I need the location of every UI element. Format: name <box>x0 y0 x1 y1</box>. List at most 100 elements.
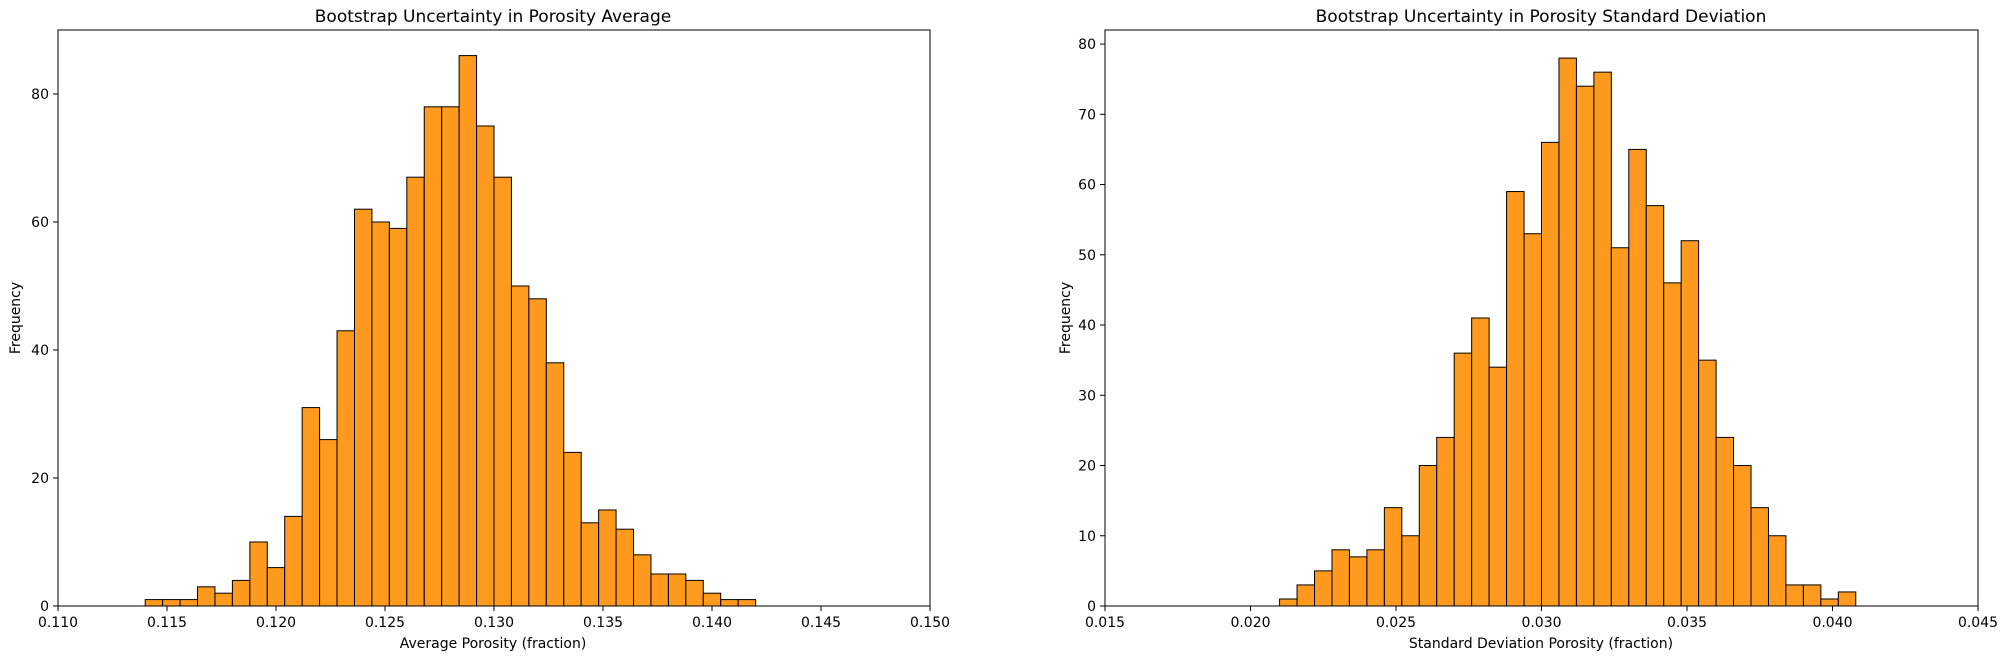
histogram-bar <box>545 362 565 607</box>
chart-std-dev-porosity: Bootstrap Uncertainty in Porosity Standa… <box>1058 7 1998 652</box>
histogram-bar <box>1663 282 1682 607</box>
x-axis-label: Standard Deviation Porosity (fraction) <box>1409 636 1673 652</box>
y-tick-label: 50 <box>1078 248 1096 264</box>
x-tick-label: 0.145 <box>801 615 841 631</box>
histogram-bar <box>1593 71 1612 607</box>
histogram-bar <box>197 586 216 607</box>
x-tick-label: 0.115 <box>147 615 187 631</box>
histogram-bar <box>1418 465 1438 607</box>
y-tick-label: 80 <box>31 87 49 103</box>
histogram-bar <box>702 592 722 607</box>
histogram-bar <box>1436 436 1455 607</box>
chart-average-porosity: Bootstrap Uncertainty in Porosity Averag… <box>8 7 950 652</box>
histogram-bar <box>162 599 181 607</box>
x-tick-label: 0.140 <box>692 615 732 631</box>
histogram-bar <box>1471 317 1490 607</box>
histogram-bar <box>563 451 582 607</box>
x-axis-ticks: 0.110 0.115 0.120 0.125 0.130 0.135 0.140 0.145… <box>38 606 950 631</box>
histogram-bar <box>580 522 600 607</box>
y-tick-label: 20 <box>31 471 49 487</box>
histogram-bar <box>1506 191 1525 607</box>
histogram-bar <box>423 106 443 607</box>
histogram-bars <box>1279 57 1857 607</box>
histogram-bar <box>598 509 617 607</box>
histogram-bar <box>371 221 390 607</box>
histogram-bar <box>1279 598 1298 607</box>
histogram-bar <box>1785 584 1804 607</box>
histogram-bar <box>1331 549 1350 607</box>
y-tick-label: 30 <box>1078 388 1096 404</box>
histogram-bar <box>301 407 321 607</box>
x-tick-label: 0.035 <box>1667 615 1707 631</box>
y-tick-label: 80 <box>1078 37 1096 53</box>
y-tick-label: 0 <box>40 599 49 615</box>
x-tick-label: 0.135 <box>583 615 623 631</box>
histogram-bar <box>249 541 268 607</box>
y-axis-label: Frequency <box>1058 282 1074 354</box>
histogram-bar <box>1401 535 1420 607</box>
histogram-bar <box>1383 507 1403 607</box>
histogram-bar <box>633 554 652 607</box>
x-tick-label: 0.040 <box>1812 615 1852 631</box>
histogram-bar <box>667 573 687 607</box>
y-tick-label: 10 <box>1078 529 1096 545</box>
histogram-bar <box>1680 240 1700 607</box>
histogram-bar <box>510 285 530 607</box>
y-axis-ticks: 0 20 40 60 80 <box>31 87 58 615</box>
histogram-bar <box>615 528 635 607</box>
histogram-bar <box>1453 352 1473 607</box>
histogram-bar <box>528 298 547 607</box>
histogram-bar <box>388 227 408 607</box>
histogram-bar <box>231 579 251 607</box>
x-tick-label: 0.020 <box>1230 615 1270 631</box>
chart-title: Bootstrap Uncertainty in Porosity Averag… <box>315 7 671 27</box>
histogram-bar <box>1348 556 1368 607</box>
y-axis-ticks: 0 10 20 30 40 50 60 70 80 <box>1078 37 1105 615</box>
x-axis-ticks: 0.015 0.020 0.025 0.030 0.035 0.040 0.045 <box>1085 606 1998 631</box>
histogram-bar <box>1558 57 1577 607</box>
histogram-bar <box>1750 507 1769 607</box>
histogram-bar <box>737 599 757 607</box>
histogram-bar <box>1366 549 1385 607</box>
histogram-bar <box>266 567 286 607</box>
histogram-bar <box>1314 570 1333 607</box>
histogram-bar <box>1802 584 1822 607</box>
histogram-bar <box>493 176 512 607</box>
histogram-bar <box>1628 148 1647 607</box>
histogram-bar <box>1767 535 1787 607</box>
histogram-bar <box>1715 436 1735 607</box>
histogram-bar <box>1575 85 1595 607</box>
histogram-bar <box>406 176 425 607</box>
histogram-bar <box>1488 366 1508 607</box>
histogram-bar <box>1733 465 1752 607</box>
x-tick-label: 0.120 <box>256 615 296 631</box>
histogram-bar <box>476 125 495 607</box>
y-tick-label: 60 <box>31 215 49 231</box>
y-tick-label: 40 <box>31 343 49 359</box>
histogram-bar <box>1541 141 1560 607</box>
chart-title: Bootstrap Uncertainty in Porosity Standa… <box>1316 7 1767 27</box>
histogram-bar <box>1610 247 1630 607</box>
histogram-bar <box>650 573 669 607</box>
histogram-bar <box>458 55 478 607</box>
y-axis-label: Frequency <box>8 282 24 354</box>
x-tick-label: 0.045 <box>1958 615 1998 631</box>
histogram-bar <box>336 330 355 607</box>
histogram-bar <box>214 592 233 607</box>
y-tick-label: 70 <box>1078 107 1096 123</box>
histogram-bar <box>720 599 739 607</box>
histogram-bar <box>685 579 704 607</box>
histogram-bar <box>441 106 460 607</box>
y-tick-label: 20 <box>1078 459 1096 475</box>
y-tick-label: 40 <box>1078 318 1096 334</box>
histogram-bar <box>1645 205 1665 607</box>
x-tick-label: 0.110 <box>38 615 78 631</box>
x-tick-label: 0.150 <box>910 615 950 631</box>
plot-frame <box>1104 29 1979 607</box>
x-tick-label: 0.125 <box>365 615 405 631</box>
histogram-bar <box>1296 584 1316 607</box>
x-axis-label: Average Porosity (fraction) <box>400 636 587 652</box>
histogram-bars <box>144 55 757 607</box>
histogram-bar <box>1820 598 1839 607</box>
